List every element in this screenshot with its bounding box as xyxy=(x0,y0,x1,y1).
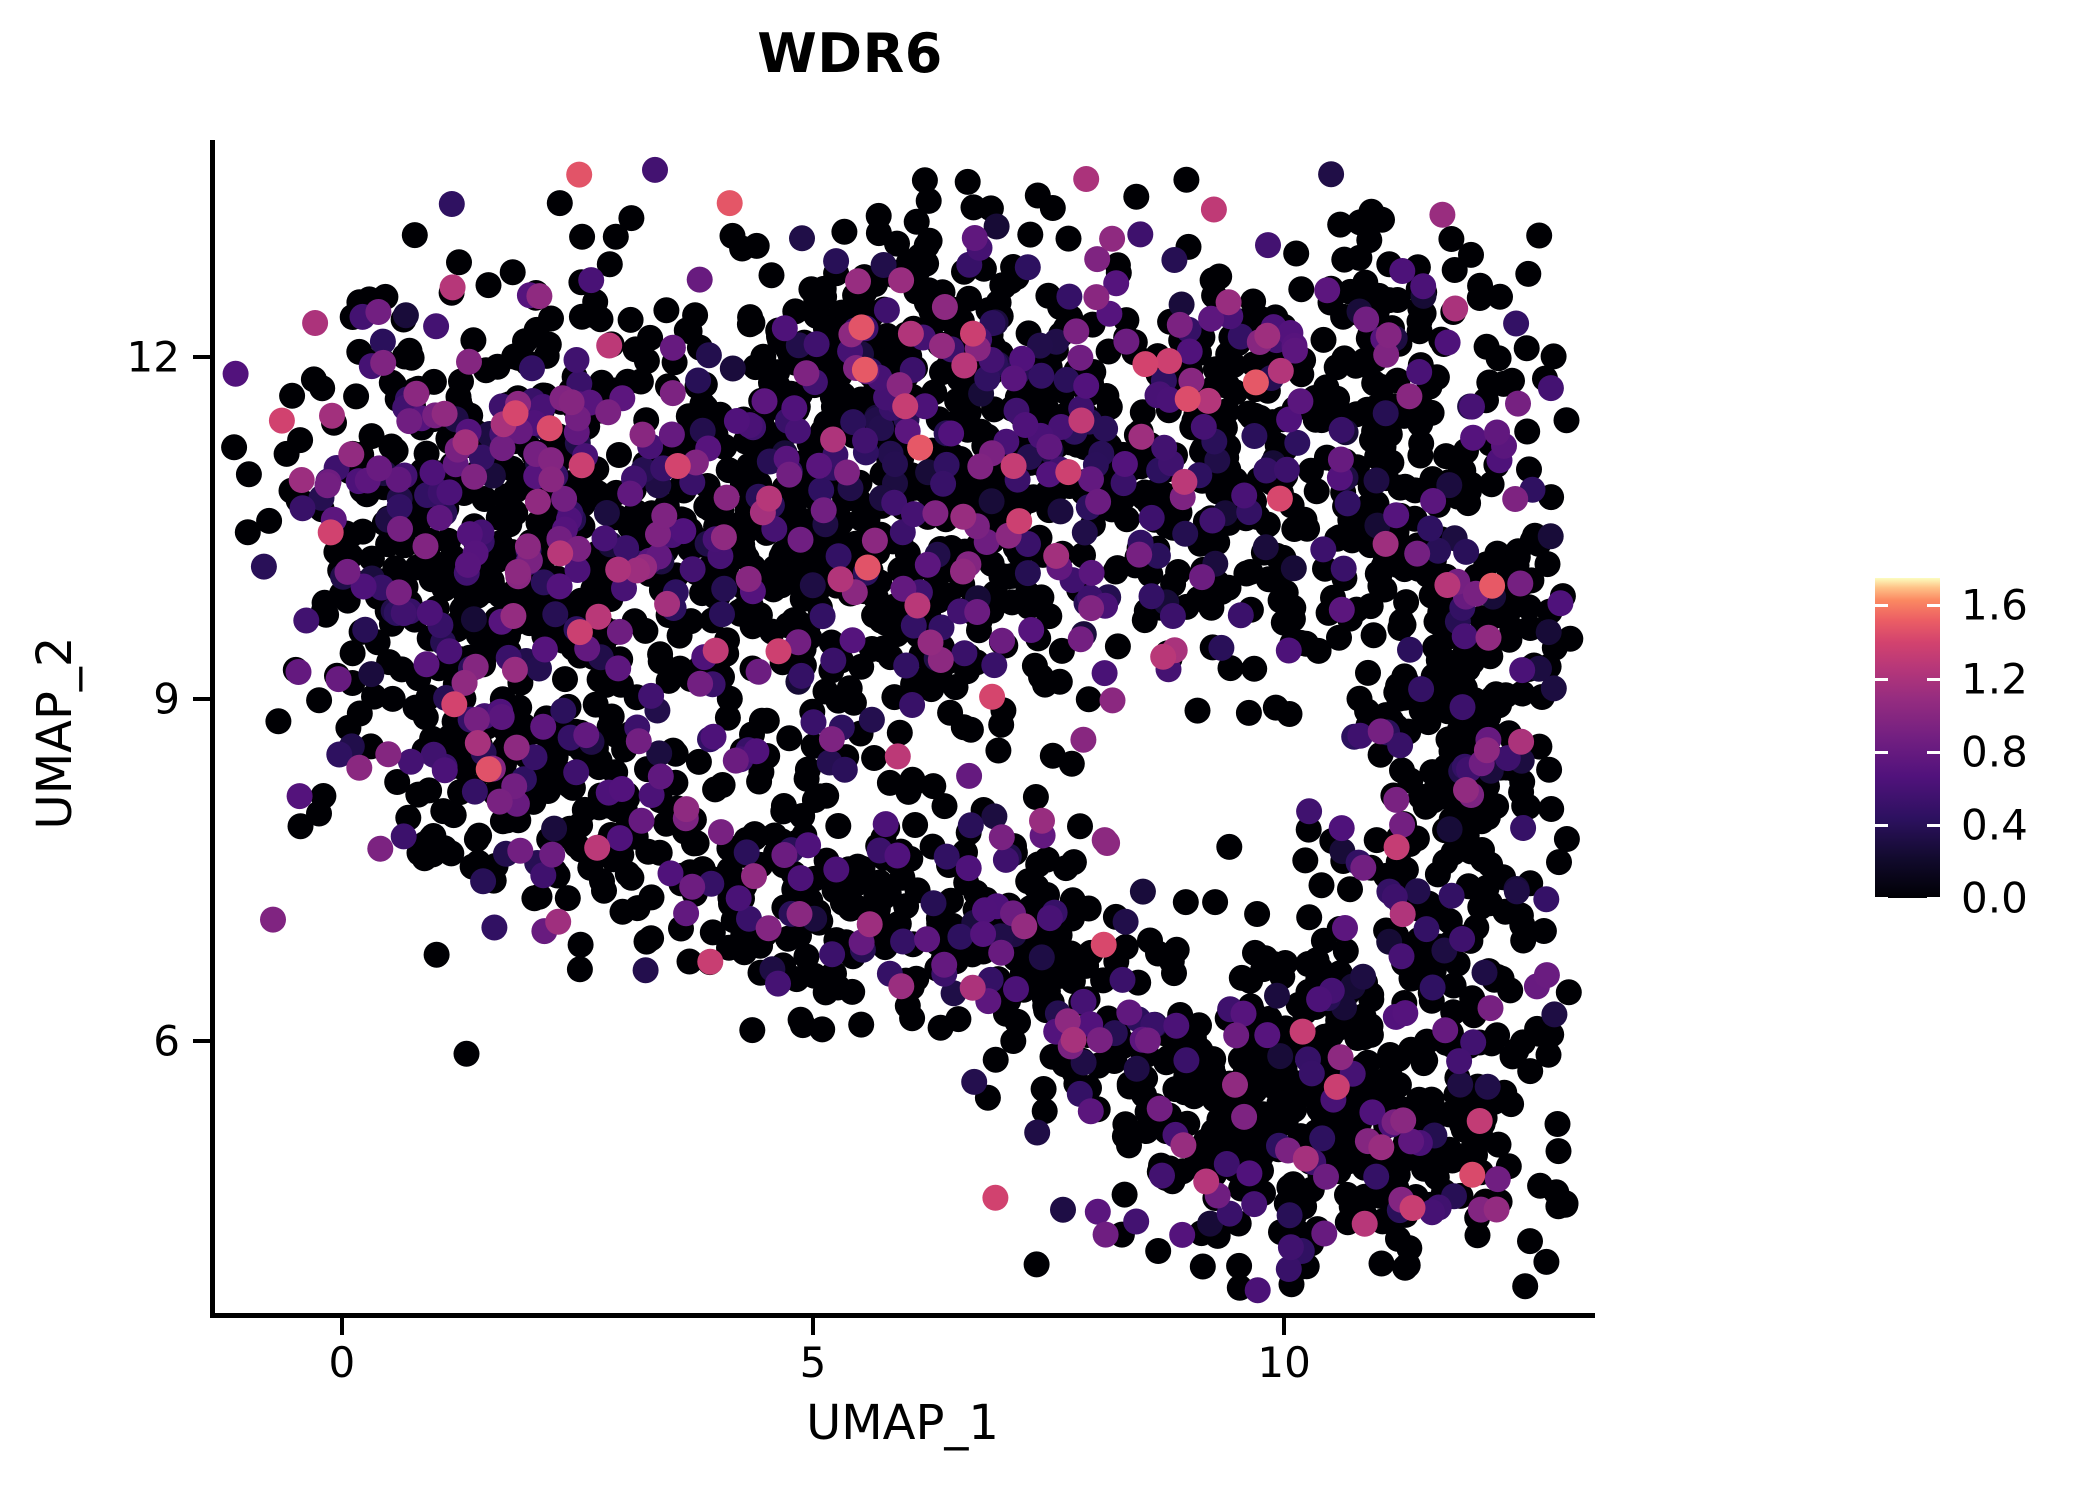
colorbar-tick-mark xyxy=(1927,750,1940,754)
page-title: WDR6 xyxy=(757,22,943,85)
scatter-plot-area[interactable] xyxy=(210,140,1595,1315)
x-tick-mark xyxy=(1282,1318,1287,1335)
x-tick-mark xyxy=(810,1318,815,1335)
colorbar-tick-label: 0.8 xyxy=(1961,727,2028,777)
colorbar-tick-mark xyxy=(1927,823,1940,827)
colorbar-tick-mark xyxy=(1875,604,1888,608)
colorbar-tick-mark xyxy=(1927,897,1940,900)
colorbar[interactable]: 1.6 1.2 0.8 0.4 0.0 xyxy=(1875,578,2075,923)
y-axis-label: UMAP_2 xyxy=(27,636,83,830)
x-axis-label: UMAP_1 xyxy=(806,1395,999,1451)
x-tick-label: 5 xyxy=(799,1338,827,1387)
colorbar-tick-mark xyxy=(1927,677,1940,681)
colorbar-gradient xyxy=(1875,578,1940,898)
y-tick-label: 6 xyxy=(153,1016,180,1066)
colorbar-tick-mark xyxy=(1875,750,1888,754)
y-tick-mark xyxy=(193,1039,210,1044)
x-axis-spine xyxy=(210,1313,1595,1318)
y-tick-mark xyxy=(193,354,210,359)
colorbar-tick-mark xyxy=(1875,677,1888,681)
y-tick-mark xyxy=(193,696,210,701)
colorbar-tick-label: 1.2 xyxy=(1961,654,2028,704)
colorbar-tick-label: 0.4 xyxy=(1961,800,2028,850)
colorbar-tick-label: 1.6 xyxy=(1961,580,2028,630)
scatter-points-layer xyxy=(221,156,1584,1304)
x-tick-mark xyxy=(339,1318,344,1335)
y-axis-spine xyxy=(210,140,215,1318)
y-tick-label: 12 xyxy=(126,332,180,382)
x-tick-label: 10 xyxy=(1257,1338,1311,1387)
colorbar-tick-mark xyxy=(1927,604,1940,608)
colorbar-tick-mark xyxy=(1875,897,1888,900)
x-tick-label: 0 xyxy=(328,1338,356,1387)
y-tick-label: 9 xyxy=(153,674,180,724)
colorbar-tick-mark xyxy=(1875,823,1888,827)
colorbar-tick-label: 0.0 xyxy=(1961,873,2028,923)
